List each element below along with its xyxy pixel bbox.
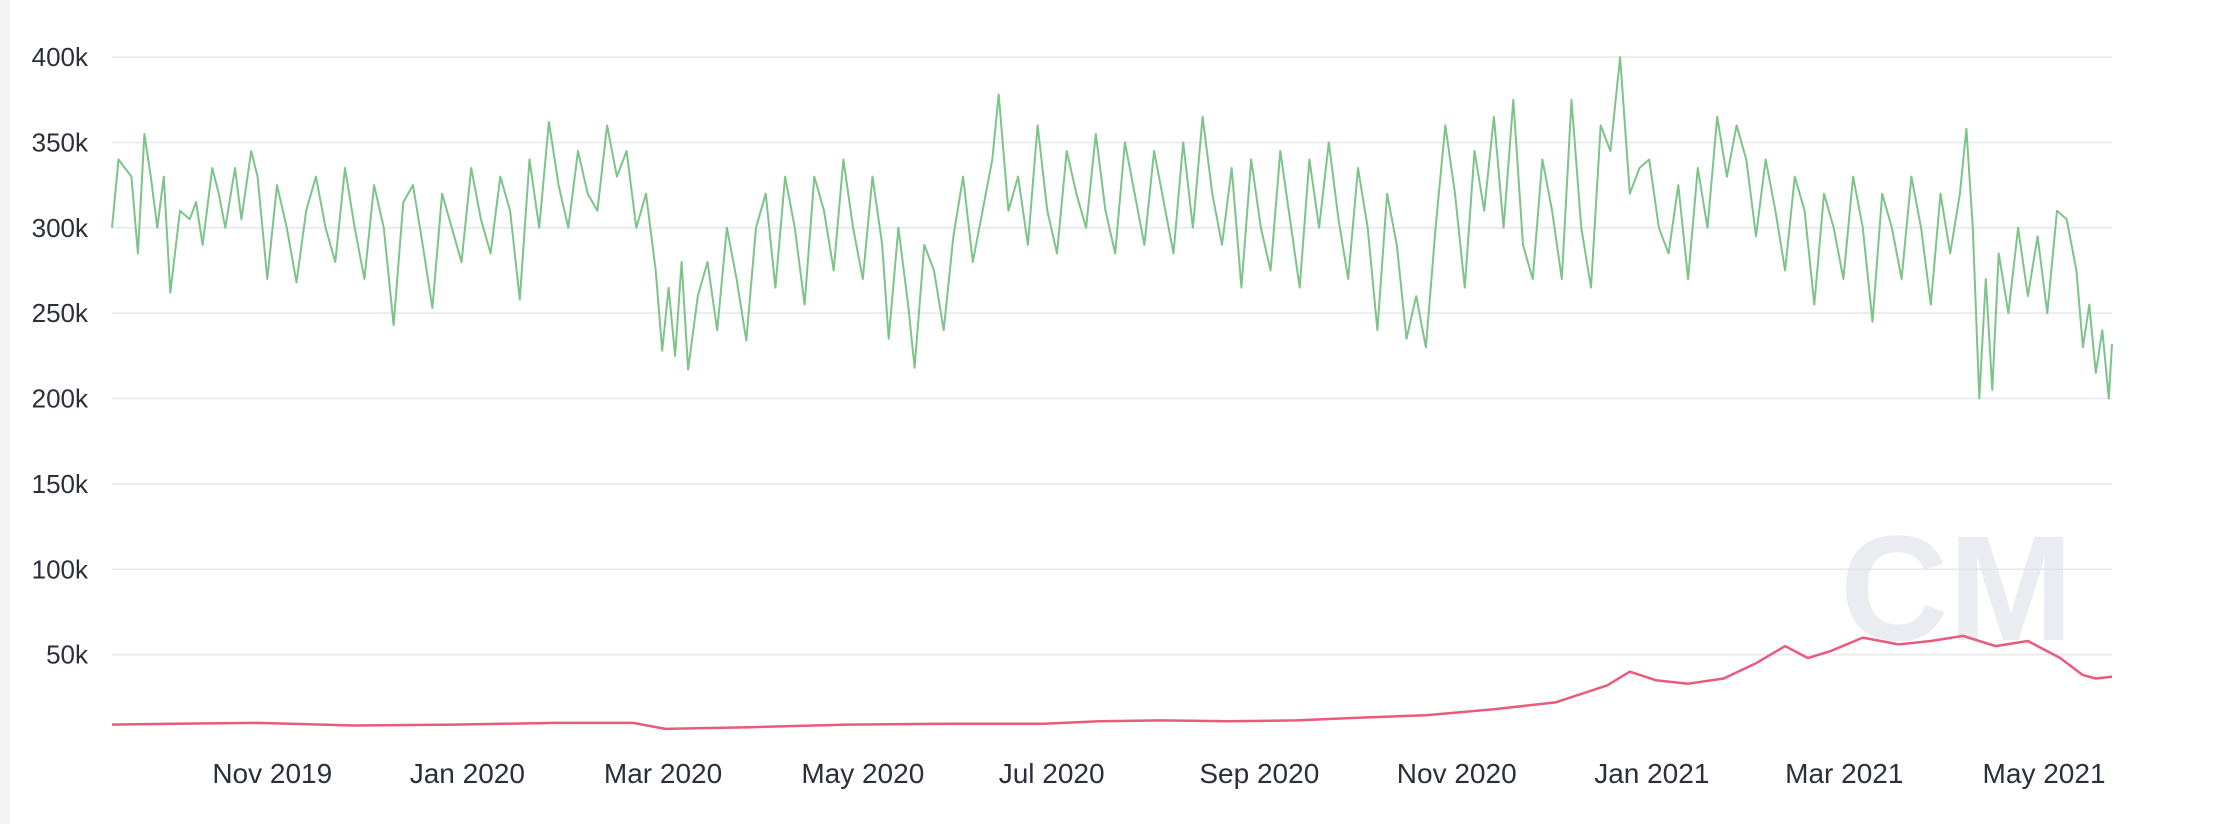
- x-tick-label: Jul 2020: [999, 758, 1105, 789]
- series-lines: [111, 56, 2113, 731]
- y-tick-label: 250k: [32, 298, 89, 328]
- x-tick-label: Jan 2021: [1594, 758, 1709, 789]
- x-tick-label: Jan 2020: [410, 758, 525, 789]
- x-tick-label: Mar 2021: [1785, 758, 1903, 789]
- x-tick-label: May 2021: [1983, 758, 2106, 789]
- y-axis-ticks: 50k 100k 150k 200k 250k 300k 350k 400k: [32, 42, 89, 670]
- y-tick-label: 100k: [32, 554, 89, 584]
- series-line-2: [111, 634, 2113, 731]
- x-tick-label: Nov 2020: [1397, 758, 1517, 789]
- y-tick-label: 400k: [32, 42, 89, 72]
- y-tick-label: 50k: [46, 640, 89, 670]
- x-tick-label: Sep 2020: [1199, 758, 1319, 789]
- y-tick-label: 150k: [32, 469, 89, 499]
- x-tick-label: May 2020: [801, 758, 924, 789]
- y-tick-label: 300k: [32, 213, 89, 243]
- left-edge-strip: [0, 0, 10, 824]
- series-line-1: [111, 56, 2113, 400]
- y-tick-label: 200k: [32, 384, 89, 414]
- x-axis-ticks: Nov 2019 Jan 2020 Mar 2020 May 2020 Jul 2020…: [212, 758, 2105, 789]
- x-tick-label: Nov 2019: [212, 758, 332, 789]
- gridlines: [112, 56, 2112, 656]
- x-tick-label: Mar 2020: [604, 758, 722, 789]
- y-tick-label: 350k: [32, 127, 89, 157]
